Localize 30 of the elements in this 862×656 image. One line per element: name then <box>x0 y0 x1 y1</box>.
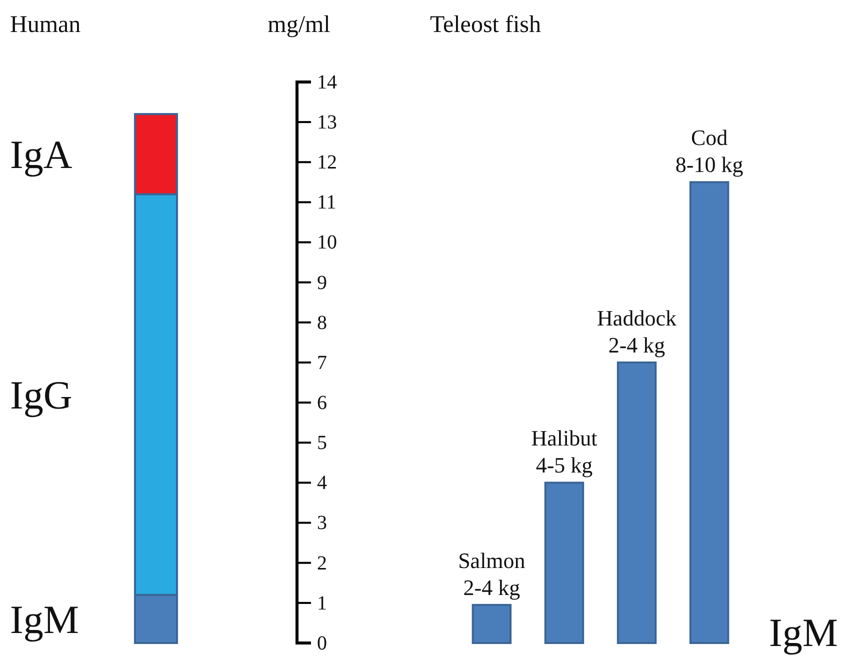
y-tick-label: 13 <box>317 111 337 134</box>
series-label: IgM <box>769 610 838 655</box>
x-tick-label: Halibut 4-5 kg <box>531 426 598 478</box>
chart-title: Teleost fish <box>430 12 541 38</box>
bar <box>544 482 584 644</box>
y-tick-label: 2 <box>317 552 327 574</box>
y-tick-label: 12 <box>317 152 337 174</box>
y-tick-label: 8 <box>317 312 327 334</box>
y-tick-label: 1 <box>317 592 327 614</box>
y-tick-label: 10 <box>317 232 337 254</box>
x-tick-label: Cod 8-10 kg <box>675 125 744 178</box>
x-tick-label: Haddock 2-4 kg <box>597 306 676 358</box>
chart-title: Human <box>10 12 81 38</box>
y-tick-label: 9 <box>317 272 327 294</box>
series-label: IgG <box>10 372 72 418</box>
y-tick-label: 4 <box>317 472 327 494</box>
y-tick-label: 5 <box>317 432 327 454</box>
y-axis-title: mg/ml <box>268 12 331 38</box>
x-tick-label: Salmon 2-4 kg <box>458 548 526 600</box>
bar <box>616 362 657 644</box>
bar <box>689 181 730 644</box>
y-tick-label: 0 <box>317 632 327 654</box>
y-tick-label: 3 <box>317 512 327 534</box>
y-tick-label: 14 <box>317 71 337 94</box>
y-tick-label: 7 <box>317 352 327 374</box>
bar <box>472 604 512 644</box>
y-tick-label: 6 <box>317 392 327 414</box>
series-label: IgA <box>10 132 72 178</box>
y-tick-label: 11 <box>317 192 336 214</box>
series-label: IgM <box>10 596 79 642</box>
